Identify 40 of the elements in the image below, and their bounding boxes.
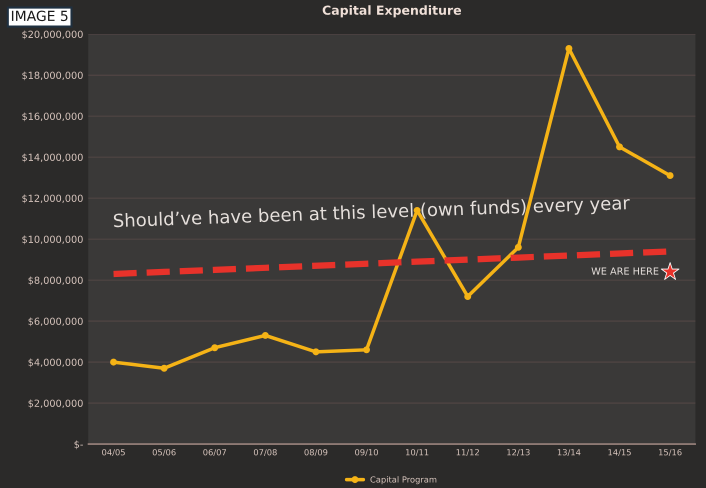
x-tick-label: 05/06 [152, 449, 176, 456]
y-tick-label: $18,000,000 [22, 71, 83, 80]
x-tick-label: 07/08 [254, 449, 277, 456]
x-tick-label: 09/10 [355, 449, 378, 456]
point [514, 244, 522, 251]
point [211, 344, 218, 352]
x-tick-label: 13/14 [558, 449, 580, 456]
y-tick-label: $4,000,000 [28, 358, 83, 368]
point [660, 262, 680, 280]
y-tick-label: $14,000,000 [22, 153, 83, 162]
x-tick-label: 10/11 [406, 449, 428, 456]
x-tick-label: 14/15 [608, 449, 631, 456]
point [262, 332, 269, 339]
point [565, 45, 572, 52]
y-tick-label: $- [74, 440, 83, 450]
point [363, 346, 370, 354]
point [464, 293, 472, 300]
y-tick-label: $16,000,000 [22, 112, 83, 122]
x-tick-label: 11/12 [456, 449, 479, 456]
y-tick-label: $8,000,000 [28, 276, 83, 286]
x-tick-label: 08/09 [304, 449, 328, 456]
chart-title: Capital Expenditure [322, 5, 462, 18]
x-tick-label: 06/07 [203, 449, 226, 456]
x-tick-label: 04/05 [102, 449, 125, 456]
annotation: Should’ve have been at this level (own funds) every year [114, 195, 630, 231]
x-tick-label: 12/13 [507, 449, 530, 456]
point [160, 364, 168, 372]
point [110, 358, 118, 366]
x-tick-label: 15/16 [659, 449, 682, 456]
y-tick-label: $12,000,000 [22, 194, 83, 204]
text: IMAGE 5 [12, 10, 68, 22]
point [312, 348, 320, 356]
point [666, 172, 674, 180]
legend-label: Capital Program [370, 476, 436, 484]
point [616, 143, 623, 150]
y-tick-label: $6,000,000 [28, 317, 83, 326]
y-tick-label: $2,000,000 [28, 399, 83, 408]
y-tick-label: $10,000,000 [22, 235, 83, 244]
y-tick-label: $20,000,000 [22, 30, 83, 40]
annotation: WE ARE HERE [591, 268, 658, 275]
